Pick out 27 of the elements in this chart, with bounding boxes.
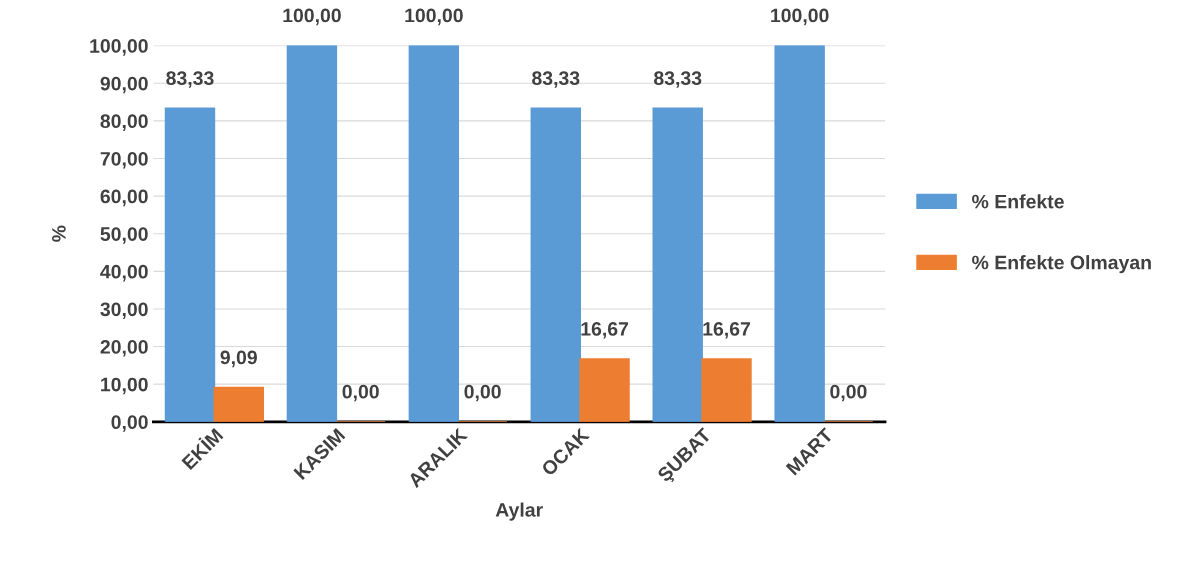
y-tick-label: 50,00 (100, 227, 148, 244)
y-tick-label: 70,00 (100, 151, 148, 169)
data-label: 9,09 (220, 350, 257, 368)
data-label: 83,33 (532, 71, 580, 88)
y-tick-label: 100,00 (90, 39, 148, 56)
data-label: 83,33 (166, 71, 214, 88)
x-axis-title: Aylar (495, 502, 543, 521)
y-tick-label: 90,00 (100, 76, 148, 94)
data-label: 83,33 (654, 71, 702, 88)
legend-label: % Enfekte Olmayan (972, 255, 1151, 274)
y-tick-label: 10,00 (101, 377, 148, 395)
y-tick-label: 80,00 (100, 114, 148, 131)
data-label: 16,67 (703, 322, 750, 339)
y-tick-label: 60,00 (100, 189, 148, 207)
y-axis-title: % (52, 225, 66, 242)
y-tick-label: 20,00 (100, 340, 148, 357)
data-label: 0,00 (464, 384, 501, 402)
y-tick-label: 40,00 (100, 264, 148, 282)
y-tick-label: 30,00 (100, 302, 148, 319)
data-label: 16,67 (581, 322, 629, 339)
data-label: 100,00 (405, 8, 463, 26)
y-tick-label: 0,00 (111, 415, 148, 432)
legend-label: % Enfekte (972, 194, 1064, 209)
data-label: 100,00 (283, 8, 341, 26)
data-label: 0,00 (830, 384, 867, 402)
data-label: 100,00 (771, 8, 829, 26)
data-label: 0,00 (342, 384, 379, 402)
